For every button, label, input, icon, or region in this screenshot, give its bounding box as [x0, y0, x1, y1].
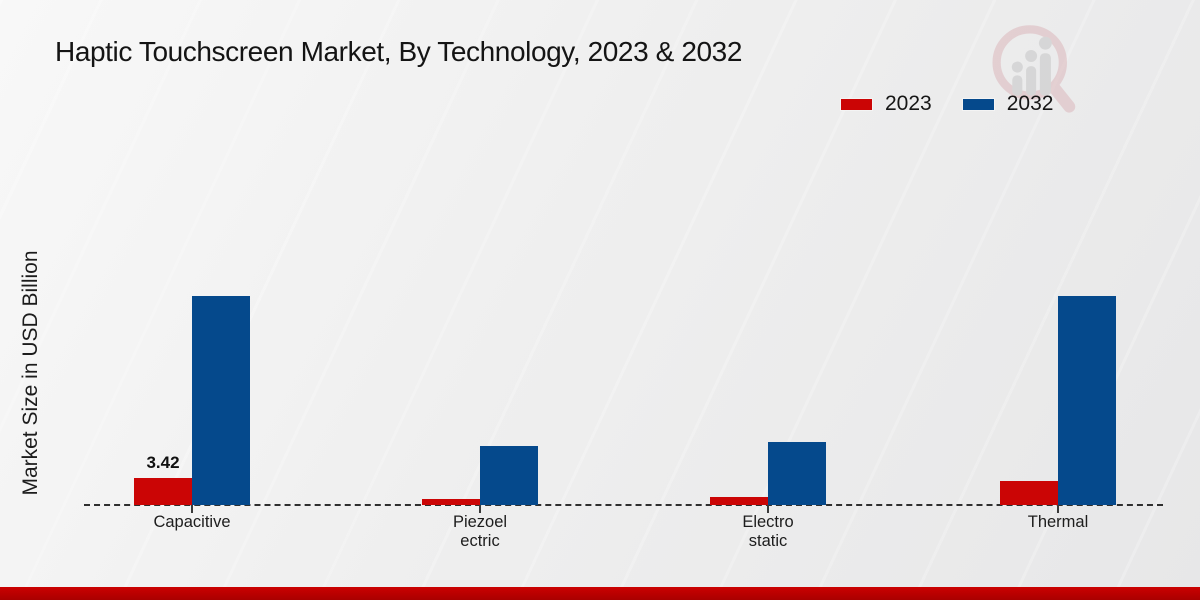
footer-red-strip	[0, 587, 1200, 600]
bar-2032-thermal	[1058, 296, 1116, 505]
legend-swatch-2032	[961, 97, 995, 111]
logo-dot-large	[1038, 36, 1052, 50]
legend-label-2023: 2023	[885, 92, 932, 115]
category-label-electrostatic: Electro static	[742, 513, 794, 550]
logo-bar-small	[1012, 75, 1023, 96]
legend: 2023 2032	[840, 92, 1053, 116]
legend-item-2023: 2023	[840, 92, 932, 116]
bar-2023-piezoelectric	[422, 499, 480, 505]
category-label-piezoelectric: Piezoel ectric	[452, 513, 508, 550]
data-label-2023-capacitive: 3.42	[146, 453, 180, 472]
bar-2023-thermal	[1000, 481, 1058, 505]
bar-2023-capacitive	[134, 478, 192, 505]
x-axis-tick	[479, 505, 481, 513]
logo-dot-medium	[1025, 50, 1038, 63]
category-label-capacitive: Capacitive	[153, 513, 231, 531]
bar-2032-electrostatic	[768, 442, 826, 505]
legend-label-2032: 2032	[1006, 92, 1054, 115]
legend-item-2032: 2032	[961, 92, 1054, 116]
magnifier-bar-chart-logo	[992, 25, 1076, 113]
category-label-thermal: Thermal	[1027, 513, 1089, 531]
bar-2032-capacitive	[192, 296, 250, 505]
x-axis-baseline	[84, 504, 1163, 506]
logo-dot-small	[1011, 61, 1023, 73]
magnifier-handle	[1048, 82, 1076, 113]
x-axis-tick	[191, 505, 193, 513]
bar-2032-piezoelectric	[480, 446, 538, 505]
logo-bar-medium	[1026, 66, 1037, 96]
x-axis-tick	[1057, 505, 1059, 513]
magnifier-ring	[992, 25, 1067, 100]
logo-bar-large	[1039, 53, 1051, 96]
legend-swatch-2023	[840, 97, 873, 111]
bar-2023-electrostatic	[710, 497, 768, 505]
x-axis-tick	[767, 505, 769, 513]
chart-title: Haptic Touchscreen Market, By Technology…	[55, 36, 743, 67]
